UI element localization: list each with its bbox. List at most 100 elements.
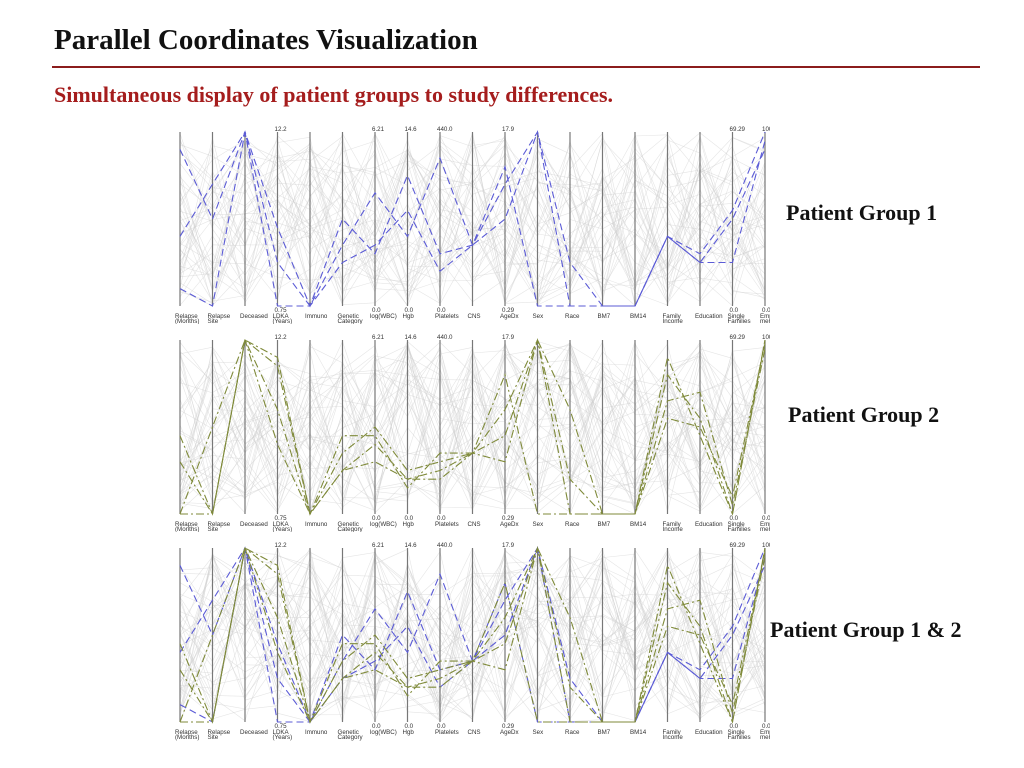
axis-label: CNS — [468, 729, 481, 736]
axis-label: Sex — [533, 729, 545, 736]
axis-max-label: 12.2 — [275, 334, 288, 341]
group-2-patient-line — [180, 339, 766, 516]
axis-max-label: 14.6 — [405, 542, 418, 549]
axis-label: Category — [338, 318, 364, 324]
slide-subtitle: Simultaneous display of patient groups t… — [54, 82, 614, 107]
axis-label: Category — [338, 734, 364, 741]
axis-min-label: 0.0 — [762, 723, 770, 730]
axis-label: LDKA — [273, 313, 290, 320]
axis-max-label: 6.21 — [372, 334, 385, 341]
axis-min-label: 0.0 — [437, 307, 446, 314]
group-2-patient-line — [180, 547, 766, 724]
axis-min-label: 0.0 — [437, 515, 446, 522]
axis-max-label: 100.0 — [762, 334, 770, 341]
axis-min-label: 0.0 — [405, 515, 414, 522]
axis-label: BM14 — [630, 729, 647, 736]
axis-label: Education — [695, 313, 723, 320]
axis-label: Race — [565, 313, 580, 320]
axis-max-label: 100.0 — [762, 542, 770, 549]
axis-label: Families — [728, 526, 751, 532]
axis-max-label: 440.0 — [437, 126, 453, 133]
axis-label: Family — [663, 521, 682, 528]
parallel-coordinates-chart: Relapse(Months)RelapseSiteDeceased12.20.… — [175, 126, 770, 324]
axis-label: (Years) — [273, 318, 293, 324]
axis-label: Genetic — [338, 313, 359, 320]
axis-label: BM14 — [630, 521, 647, 528]
axis-label: Genetic — [338, 729, 359, 736]
axis-label: Immuno — [305, 729, 328, 736]
axis-max-label: 14.6 — [405, 334, 418, 341]
axis-label: BM14 — [630, 313, 647, 320]
axis-label: BM7 — [598, 521, 611, 528]
title-divider — [52, 66, 980, 68]
axis-label: Hgb — [403, 729, 415, 736]
parallel-coordinates-chart: Relapse(Months)RelapseSiteDeceased12.20.… — [175, 542, 770, 741]
axis-label: CNS — [468, 313, 481, 320]
slide-title: Parallel Coordinates Visualization — [54, 24, 478, 56]
axis-label: Relapse — [175, 729, 198, 736]
axis-label: log(WBC) — [370, 521, 397, 528]
axis-label: Genetic — [338, 521, 359, 528]
axis-min-label: 0.0 — [762, 515, 770, 522]
parallel-coordinates-panel-group-1: Relapse (Months) Relapse Site Deceased 12.2 0.… — [170, 124, 770, 324]
axis-label: LDKA — [273, 521, 290, 528]
axis-label: Family — [663, 729, 682, 736]
axis-label: BM7 — [598, 729, 611, 736]
axis-label: (Years) — [273, 734, 293, 741]
parallel-coordinates-chart: Relapse(Months)RelapseSiteDeceased12.20.… — [175, 334, 770, 532]
axis-label: Employ- — [760, 729, 770, 736]
group-2-patient-line — [179, 546, 766, 725]
axis-label: Education — [695, 729, 723, 736]
axis-label: log(WBC) — [370, 313, 397, 320]
axis-label: Platelets — [435, 313, 459, 320]
axis-label: Employ- — [760, 313, 770, 320]
axis-label: Sex — [533, 521, 545, 528]
axis-min-label: 0.0 — [730, 307, 739, 314]
axis-label: Immuno — [305, 313, 328, 320]
axis-label: Relapse — [208, 729, 231, 736]
axis-label: AgeDx — [500, 729, 519, 736]
axis-label: Deceased — [240, 521, 268, 528]
axis-label: Hgb — [403, 521, 415, 528]
axis-label: Income — [663, 734, 684, 741]
axis-min-label: 0.29 — [502, 723, 515, 730]
axis-max-label: 17.9 — [502, 334, 515, 341]
axis-label: Site — [208, 734, 219, 741]
patient-group-1-and-2-label: Patient Group 1 & 2 — [770, 617, 962, 642]
axis-min-label: 0.0 — [437, 723, 446, 730]
axis-label: Single — [728, 729, 746, 736]
axis-label: log(WBC) — [370, 729, 397, 736]
axis-min-label: 0.0 — [372, 515, 381, 522]
axis-label: Relapse — [208, 521, 231, 528]
axis-label: (Years) — [273, 526, 293, 532]
axis-max-label: 69.29 — [730, 334, 746, 341]
axis-label: Immuno — [305, 521, 328, 528]
axis-label: BM7 — [598, 313, 611, 320]
axis-min-label: 0.29 — [502, 307, 515, 314]
axis-label: Families — [728, 318, 751, 324]
axis-label: Families — [728, 734, 751, 741]
axis-label: Site — [208, 318, 219, 324]
axis-label: Income — [663, 526, 684, 532]
axis-label: Single — [728, 521, 746, 528]
axis-min-label: 0.0 — [762, 307, 770, 314]
axis-label: Site — [208, 526, 219, 532]
axis-min-label: 0.0 — [372, 723, 381, 730]
axis-label: ment — [760, 318, 770, 324]
axis-min-label: 0.0 — [730, 723, 739, 730]
parallel-coordinates-panel-group-2: Relapse (Months) Relapse Site Deceased 12.2 0.… — [170, 332, 770, 532]
axis-max-label: 69.29 — [730, 542, 746, 549]
axis-label: ment — [760, 526, 770, 532]
group-1-patient-line — [179, 545, 766, 723]
parallel-coordinates-panel-group-1-and-2: Relapse (Months) Relapse Site Deceased 12.2 0.… — [170, 540, 770, 745]
axis-label: Race — [565, 729, 580, 736]
axis-label: Income — [663, 318, 684, 324]
group-1-patient-line — [179, 129, 766, 307]
group-2-patient-line — [179, 338, 766, 517]
axis-label: Platelets — [435, 521, 459, 528]
patient-group-2-label: Patient Group 2 — [788, 402, 940, 427]
axis-label: Relapse — [208, 313, 231, 320]
axis-max-label: 440.0 — [437, 542, 453, 549]
axis-label: CNS — [468, 521, 481, 528]
axis-label: Relapse — [175, 313, 198, 320]
